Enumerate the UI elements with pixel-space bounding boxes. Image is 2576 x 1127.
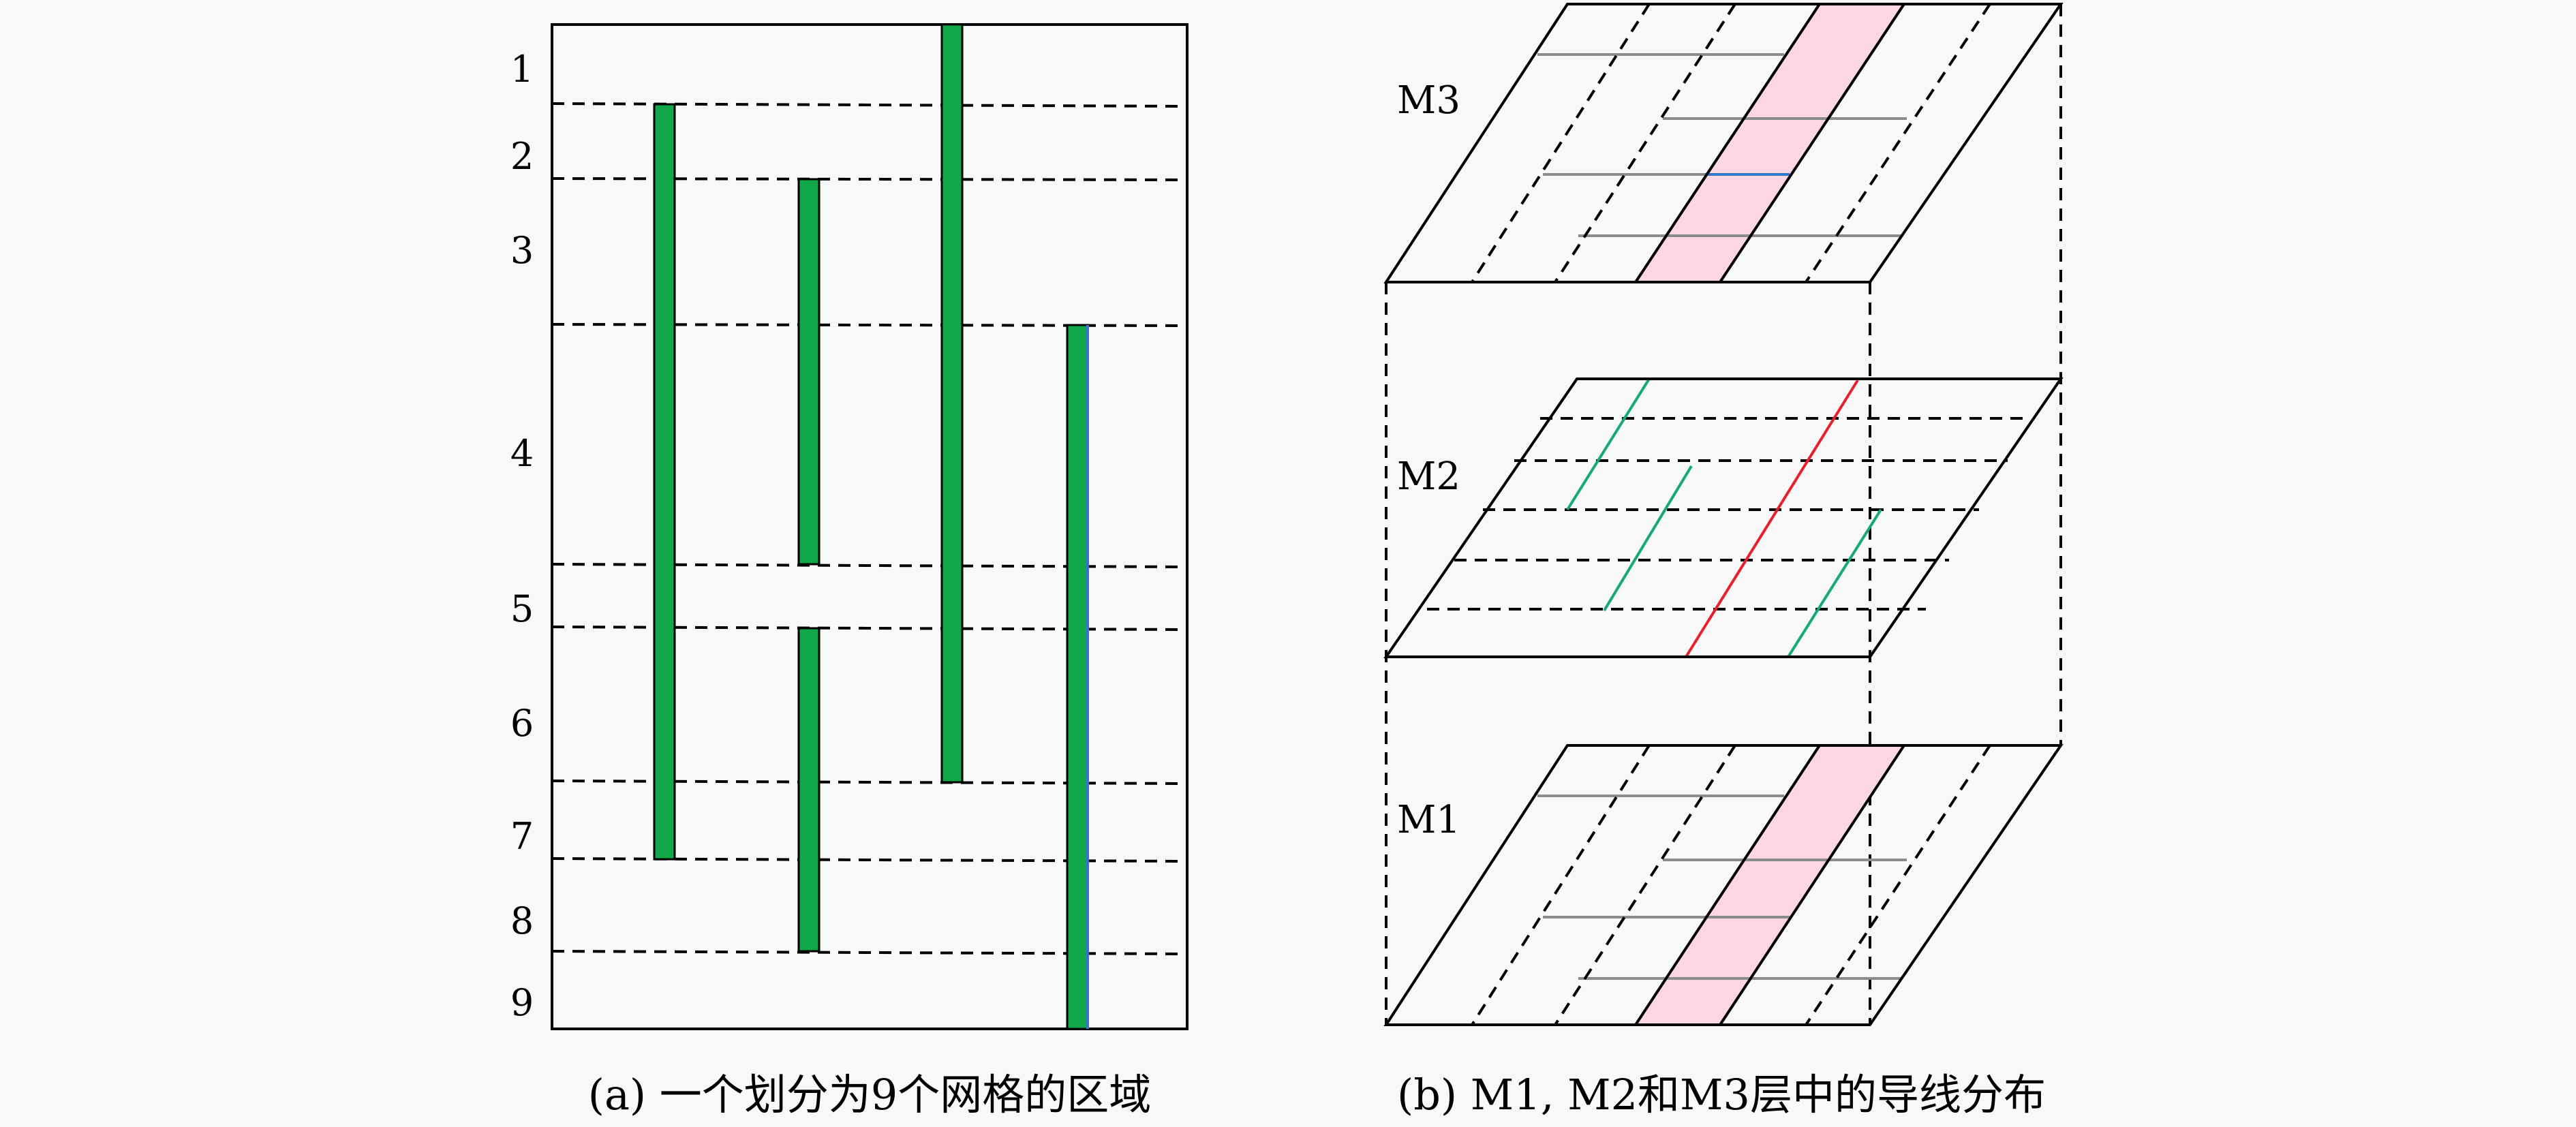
- caption-a: (a) 一个划分为9个网格的区域: [588, 1070, 1152, 1120]
- grid-boundary: [551, 950, 1188, 955]
- grid-boundary: [551, 102, 1188, 108]
- teal-wire: [1787, 508, 1882, 658]
- wire-segment: [1066, 324, 1089, 1030]
- row-label: 3: [510, 229, 534, 272]
- track-boundary: [1719, 744, 1905, 1026]
- grid-boundary: [551, 563, 1188, 568]
- caption-b: (b) M1, M2和M3层中的导线分布: [1397, 1070, 2046, 1120]
- grid-boundary: [551, 177, 1188, 181]
- row-label: 9: [510, 981, 534, 1024]
- track-boundary: [1471, 3, 1651, 283]
- track-boundary: [1554, 744, 1736, 1026]
- grid-boundary: [551, 626, 1188, 631]
- layer-m3: M3: [1383, 3, 2064, 283]
- layer-m2: M2: [1383, 377, 2064, 658]
- m1-highlight-track: [1636, 745, 1904, 1025]
- m1-plane: [1383, 744, 2064, 1026]
- grid-region-frame: [551, 23, 1189, 1030]
- m2-plane: [1383, 377, 2064, 658]
- row-label: 1: [510, 48, 534, 91]
- row-label: 5: [510, 587, 534, 630]
- track-boundary: [1471, 744, 1651, 1026]
- track-boundary: [1634, 744, 1821, 1026]
- layer-label-m3: M3: [1397, 78, 1460, 123]
- teal-wire: [1603, 465, 1693, 612]
- wire-segment: [940, 23, 964, 784]
- row-label: 7: [510, 815, 534, 858]
- track-boundary: [1554, 3, 1736, 283]
- wire-segment: [797, 627, 821, 953]
- row-label: 8: [510, 899, 534, 942]
- red-wire: [1685, 379, 1859, 658]
- m3-plane: [1383, 3, 2064, 283]
- teal-wire: [1566, 377, 1651, 511]
- layer-label-m1: M1: [1397, 798, 1460, 842]
- track-boundary: [1805, 744, 1991, 1026]
- track-boundary: [1634, 3, 1821, 283]
- row-label: 4: [510, 432, 534, 475]
- row-label: 6: [510, 702, 534, 745]
- track-boundary: [1719, 3, 1905, 283]
- layer-label-m2: M2: [1397, 454, 1460, 499]
- panel-a: 1 2 3 4 5 6 7 8 9 (a) 一个划分为9个网格的区域: [510, 23, 1189, 1120]
- grid-boundary: [551, 323, 1188, 327]
- grid-boundary: [551, 857, 1188, 863]
- panel-b: M3 M2 M1: [1383, 3, 2064, 1120]
- wire-segment: [653, 103, 676, 861]
- wire-segment: [797, 178, 821, 566]
- layer-m1: M1: [1383, 744, 2064, 1026]
- grid-boundary: [551, 779, 1188, 785]
- track-boundary: [1805, 3, 1991, 283]
- m3-highlight-track: [1636, 4, 1904, 282]
- row-label: 2: [510, 135, 534, 178]
